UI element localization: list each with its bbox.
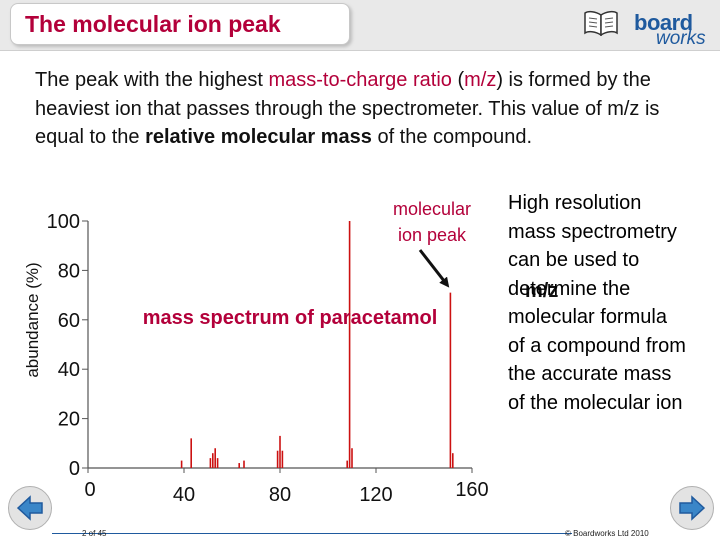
side-note-line: can be used to [508, 249, 640, 271]
previous-slide-button[interactable] [8, 486, 52, 530]
page-number: 2 of 45 [82, 529, 107, 538]
intro-highlight: mass-to-charge ratio [268, 69, 452, 91]
intro-highlight: m/z [464, 69, 497, 91]
x-tick-label: 120 [359, 484, 392, 506]
title-tab: The molecular ion peak [10, 3, 350, 45]
y-tick-label: 100 [47, 211, 80, 233]
annotation-line-2: ion peak [398, 225, 467, 245]
logo-text-top: board [634, 10, 693, 35]
mass-spectrum-chart: 0 20 40 60 80 100 0 40 80 120 160 abundance (%) m… [23, 199, 558, 506]
arrow-right-icon [679, 495, 706, 521]
x-axis-label: m/z [525, 280, 558, 302]
intro-part: of the compound. [371, 126, 532, 148]
logo-text-bottom: works [656, 28, 706, 49]
peak-group [180, 221, 454, 468]
chart-title: mass spectrum of paracetamol [143, 307, 438, 329]
y-tick-group: 0 20 40 60 80 100 [47, 211, 88, 480]
y-tick-label: 20 [58, 409, 80, 431]
intro-bold: relative molecular mass [145, 126, 372, 148]
x-tick-label: 40 [173, 484, 195, 506]
side-note-line: the accurate mass [508, 363, 672, 385]
side-note-line: mass spectrometry [508, 220, 677, 243]
y-tick-label: 80 [58, 260, 80, 282]
side-note-line: of a compound from [508, 334, 686, 357]
slide-header: The molecular ion peak board works [0, 0, 720, 51]
next-slide-button[interactable] [670, 486, 714, 530]
book-icon [584, 10, 618, 36]
side-note: High resolution mass spectrometry can be… [508, 189, 720, 417]
side-note-line: of the molecular ion [508, 391, 683, 414]
y-tick-label: 60 [58, 310, 80, 332]
x-tick-group: 0 40 80 120 160 [84, 468, 489, 506]
x-tick-label: 0 [84, 479, 95, 501]
arrow-left-icon [16, 495, 43, 521]
side-note-line: High resolution [508, 192, 642, 214]
intro-part: ( [451, 69, 465, 91]
y-tick-label: 40 [58, 359, 80, 381]
annotation-arrow [418, 249, 450, 288]
side-note-line: molecular formula [508, 306, 667, 328]
intro-part: The peak with the highest [35, 69, 269, 91]
intro-part: ) is formed by the heaviest ion that pas… [35, 69, 660, 148]
intro-text: The peak with the highest mass-to-charge… [35, 66, 675, 152]
footer-line-left [52, 533, 572, 534]
side-note-line: determine the [508, 277, 631, 300]
y-tick-label: 0 [69, 458, 80, 480]
x-tick-label: 160 [455, 479, 488, 501]
boardworks-logo: board works [626, 8, 714, 52]
x-tick-label: 80 [269, 484, 291, 506]
annotation-line-1: molecular [393, 199, 471, 219]
slide-title: The molecular ion peak [25, 11, 281, 37]
copyright: © Boardworks Ltd 2010 [565, 529, 649, 538]
y-axis-label: abundance (%) [23, 262, 42, 377]
